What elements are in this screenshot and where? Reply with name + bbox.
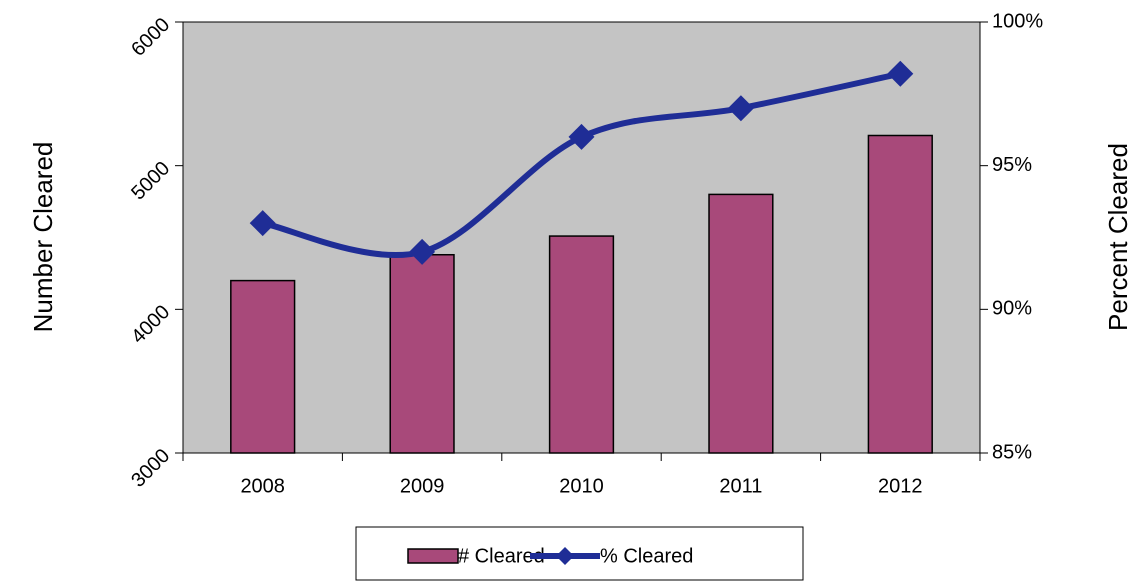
y2-axis-title: Percent Cleared [1103, 143, 1133, 331]
bar [548, 235, 615, 454]
bar [708, 193, 774, 454]
y2-tick-label: 100% [992, 10, 1043, 32]
legend-label: % Cleared [600, 545, 693, 567]
y-tick-label: 3000 [127, 445, 174, 492]
y-tick-label: 6000 [127, 14, 174, 61]
legend-label: # Cleared [458, 545, 545, 567]
y-axis-title: Number Cleared [28, 142, 58, 333]
y2-tick-label: 90% [992, 298, 1032, 320]
x-tick-label: 2011 [719, 475, 762, 497]
y-tick-label: 5000 [127, 157, 174, 204]
marker [409, 238, 436, 265]
bar [867, 134, 933, 454]
x-tick-label: 2010 [559, 475, 604, 497]
y2-tick-label: 95% [992, 154, 1032, 176]
bar [389, 253, 455, 454]
x-tick-label: 2009 [400, 475, 445, 497]
y-tick-label: 4000 [127, 301, 174, 348]
marker [249, 210, 276, 237]
y2-tick-label: 85% [992, 441, 1032, 463]
legend-marker [556, 547, 574, 565]
marker [727, 95, 754, 122]
x-tick-label: 2012 [878, 475, 923, 497]
marker [887, 60, 914, 87]
x-tick-label: 2008 [240, 475, 285, 497]
marker [568, 123, 595, 150]
legend-swatch [407, 548, 459, 564]
bar [230, 279, 296, 454]
